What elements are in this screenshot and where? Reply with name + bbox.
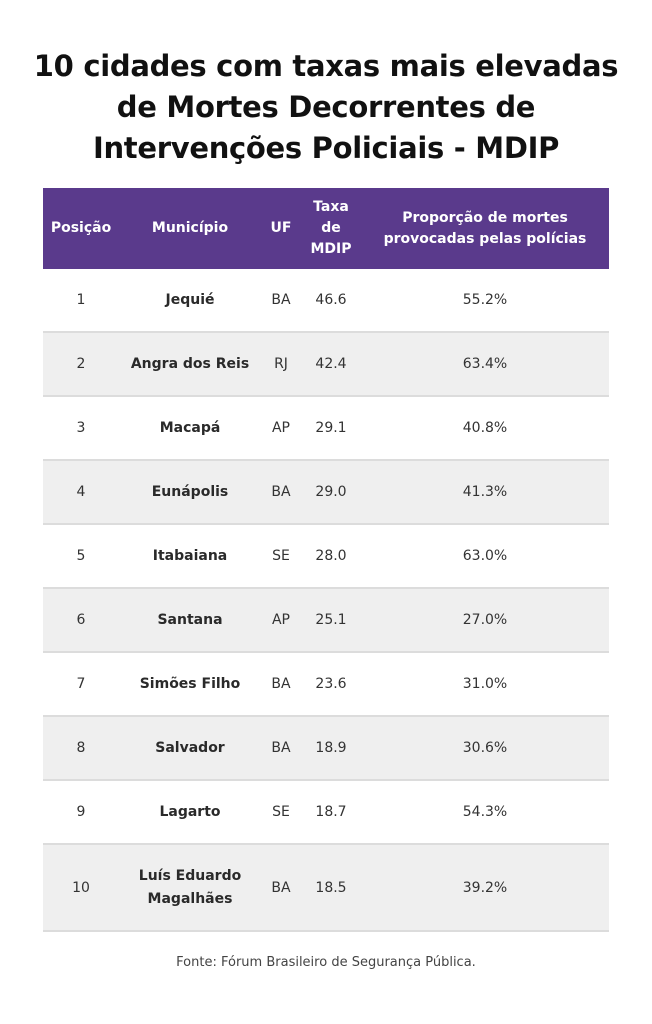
source-note: Fonte: Fórum Brasileiro de Segurança Púb… <box>176 955 476 970</box>
cell-uf: BA <box>271 676 291 692</box>
cell-taxa: 29.1 <box>315 420 347 436</box>
cell-municipio-line: Luís Eduardo <box>138 867 242 884</box>
cell-uf: AP <box>271 612 291 628</box>
cell-municipio-line: Macapá <box>159 419 221 436</box>
cell-posicao: 7 <box>76 676 86 692</box>
cell-proporcao: 27.0% <box>462 612 508 628</box>
cell-posicao: 6 <box>76 612 86 628</box>
data-table: Posição Município UF Taxa de MDIP Propor… <box>43 188 609 932</box>
cell-posicao: 1 <box>76 292 86 308</box>
cell-proporcao: 41.3% <box>462 484 508 500</box>
cell-posicao: 8 <box>76 740 86 756</box>
table-row: 6 Santana AP 25.1 27.0% <box>43 589 609 653</box>
cell-proporcao: 39.2% <box>462 879 508 896</box>
title-line: de Mortes Decorrentes de <box>116 90 536 124</box>
title-line: 10 cidades com taxas mais elevadas <box>33 49 619 83</box>
cell-municipio: Lagarto <box>119 801 261 824</box>
cell-municipio: Angra dos Reis <box>119 353 261 376</box>
cell-municipio: Macapá <box>119 417 261 440</box>
cell-municipio-line: Eunápolis <box>151 483 229 500</box>
cell-posicao: 2 <box>76 356 86 372</box>
cell-municipio: Itabaiana <box>119 545 261 568</box>
cell-municipio-line: Salvador <box>155 739 225 756</box>
cell-municipio-line: Lagarto <box>159 803 221 820</box>
table-row: 5 Itabaiana SE 28.0 63.0% <box>43 525 609 589</box>
cell-municipio: Simões Filho <box>119 673 261 696</box>
table-row: 1 Jequié BA 46.6 55.2% <box>43 269 609 333</box>
table-row: 8 Salvador BA 18.9 30.6% <box>43 717 609 781</box>
cell-uf: SE <box>272 548 290 564</box>
cell-municipio-line: Magalhães <box>147 890 233 907</box>
table-row: 10 Luís Eduardo Magalhães BA 18.5 39.2% <box>43 845 609 932</box>
cell-municipio-line: Jequié <box>165 291 215 308</box>
cell-uf: RJ <box>274 356 288 372</box>
cell-proporcao: 40.8% <box>462 420 508 436</box>
cell-municipio-line: Santana <box>157 611 223 628</box>
table-row: 7 Simões Filho BA 23.6 31.0% <box>43 653 609 717</box>
cell-municipio-line: Angra dos Reis <box>130 355 250 372</box>
cell-taxa: 18.9 <box>315 740 347 756</box>
table-row: 4 Eunápolis BA 29.0 41.3% <box>43 461 609 525</box>
cell-taxa: 25.1 <box>315 612 347 628</box>
cell-proporcao: 54.3% <box>462 804 508 820</box>
header-proporcao-line: Proporção de mortes <box>402 209 568 226</box>
header-municipio: Município <box>151 220 229 236</box>
cell-proporcao: 30.6% <box>462 740 508 756</box>
cell-municipio: Salvador <box>119 737 261 760</box>
title-line: Intervenções Policiais - MDIP <box>92 131 560 165</box>
cell-proporcao: 31.0% <box>462 676 508 692</box>
cell-taxa: 29.0 <box>315 484 347 500</box>
cell-municipio-line: Itabaiana <box>152 547 228 564</box>
cell-municipio: Luís Eduardo Magalhães <box>119 865 261 911</box>
cell-municipio: Jequié <box>119 289 261 312</box>
cell-taxa: 18.7 <box>315 804 347 820</box>
cell-uf: BA <box>271 879 291 896</box>
cell-posicao: 10 <box>72 879 90 896</box>
cell-taxa: 18.5 <box>315 879 347 896</box>
cell-posicao: 5 <box>76 548 86 564</box>
cell-uf: AP <box>271 420 291 436</box>
cell-uf: BA <box>271 292 291 308</box>
table-row: 9 Lagarto SE 18.7 54.3% <box>43 781 609 845</box>
cell-municipio-line: Simões Filho <box>139 675 241 692</box>
cell-proporcao: 63.0% <box>462 548 508 564</box>
cell-proporcao: 55.2% <box>462 292 508 308</box>
header-posicao: Posição <box>50 220 112 236</box>
cell-uf: BA <box>271 484 291 500</box>
table-header: Posição Município UF Taxa de MDIP Propor… <box>43 188 609 269</box>
table-body: 1 Jequié BA 46.6 55.2% 2 Angra dos Reis RJ 42.4 6… <box>43 269 609 932</box>
cell-proporcao: 63.4% <box>462 356 508 372</box>
cell-municipio: Eunápolis <box>119 481 261 504</box>
header-uf: UF <box>270 220 292 236</box>
cell-posicao: 4 <box>76 484 86 500</box>
cell-taxa: 46.6 <box>315 292 347 308</box>
cell-posicao: 3 <box>76 420 86 436</box>
cell-uf: SE <box>272 804 290 820</box>
cell-municipio: Santana <box>119 609 261 632</box>
cell-posicao: 9 <box>76 804 86 820</box>
cell-taxa: 23.6 <box>315 676 347 692</box>
cell-uf: BA <box>271 740 291 756</box>
header-proporcao: Proporção de mortes provocadas pelas pol… <box>361 208 609 250</box>
cell-taxa: 28.0 <box>315 548 347 564</box>
header-taxa-line: Taxa de <box>313 199 349 236</box>
table-row: 2 Angra dos Reis RJ 42.4 63.4% <box>43 333 609 397</box>
header-taxa-line: MDIP <box>310 241 352 257</box>
header-taxa: Taxa de MDIP <box>301 197 361 260</box>
header-proporcao-line: provocadas pelas polícias <box>383 230 587 247</box>
cell-taxa: 42.4 <box>315 356 347 372</box>
table-row: 3 Macapá AP 29.1 40.8% <box>43 397 609 461</box>
chart-title: 10 cidades com taxas mais elevadas de Mo… <box>20 46 632 169</box>
